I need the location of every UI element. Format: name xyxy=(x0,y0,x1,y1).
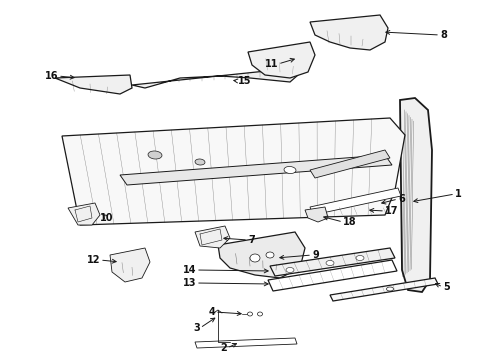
Text: 18: 18 xyxy=(343,217,357,227)
Ellipse shape xyxy=(258,312,263,316)
Text: 3: 3 xyxy=(193,323,200,333)
Polygon shape xyxy=(248,42,315,78)
Ellipse shape xyxy=(387,287,393,291)
Polygon shape xyxy=(195,226,230,248)
Polygon shape xyxy=(132,68,298,88)
Polygon shape xyxy=(268,260,397,291)
Text: 11: 11 xyxy=(265,59,278,69)
Ellipse shape xyxy=(250,254,260,262)
Polygon shape xyxy=(62,118,405,225)
Text: 9: 9 xyxy=(312,250,319,260)
Text: 16: 16 xyxy=(45,71,58,81)
Polygon shape xyxy=(68,203,100,225)
Text: 7: 7 xyxy=(248,235,255,245)
Polygon shape xyxy=(305,207,328,222)
Text: 4: 4 xyxy=(208,307,215,317)
Text: 1: 1 xyxy=(455,189,462,199)
Polygon shape xyxy=(55,75,132,94)
Polygon shape xyxy=(110,248,150,282)
Polygon shape xyxy=(195,338,297,348)
Text: 14: 14 xyxy=(182,265,196,275)
Polygon shape xyxy=(270,248,395,276)
Text: 8: 8 xyxy=(440,30,447,40)
Polygon shape xyxy=(310,188,401,215)
Polygon shape xyxy=(218,232,305,278)
Text: 12: 12 xyxy=(87,255,100,265)
Ellipse shape xyxy=(195,159,205,165)
Text: 2: 2 xyxy=(220,343,227,353)
Text: 15: 15 xyxy=(238,76,251,86)
Polygon shape xyxy=(400,98,432,292)
Text: 5: 5 xyxy=(443,282,450,292)
Ellipse shape xyxy=(356,256,364,261)
Polygon shape xyxy=(330,278,438,301)
Ellipse shape xyxy=(247,312,252,316)
Text: 17: 17 xyxy=(385,206,398,216)
Ellipse shape xyxy=(286,267,294,273)
Text: 6: 6 xyxy=(398,194,405,204)
Ellipse shape xyxy=(148,151,162,159)
Ellipse shape xyxy=(266,252,274,258)
Polygon shape xyxy=(120,155,392,185)
Ellipse shape xyxy=(284,166,296,174)
Polygon shape xyxy=(310,15,388,50)
Polygon shape xyxy=(310,150,390,178)
Text: 13: 13 xyxy=(182,278,196,288)
Text: 10: 10 xyxy=(100,213,114,223)
Ellipse shape xyxy=(326,261,334,266)
